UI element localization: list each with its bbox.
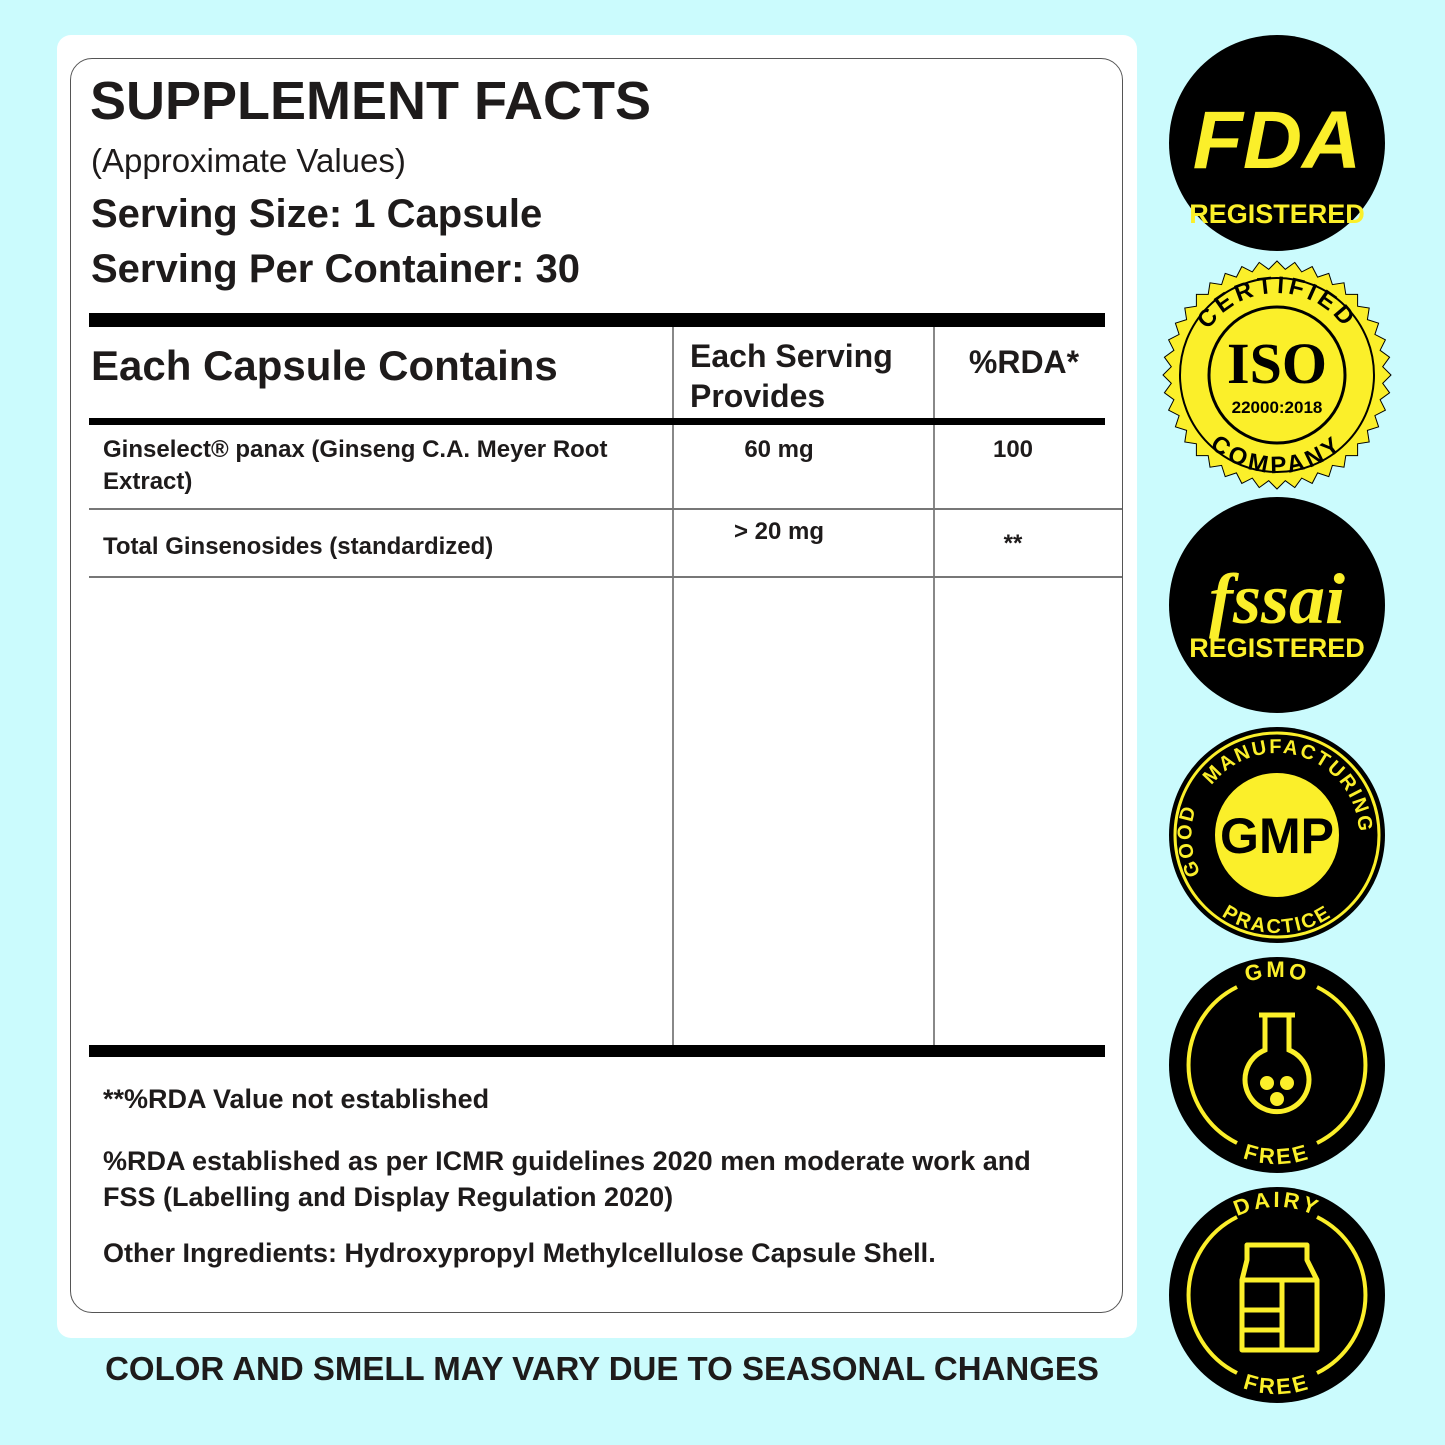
column-line	[933, 327, 935, 1045]
badge-gmo: GMO FREE	[1169, 957, 1385, 1173]
cell: > 20 mg	[733, 518, 825, 545]
note: **%RDA Value not established	[103, 1084, 490, 1114]
badge-caption: REGISTERED	[1189, 633, 1365, 663]
badges: FDA REGISTERED CERTIFIED COMPANY ISO 220…	[1162, 35, 1392, 1403]
badge-logo: GMP	[1220, 808, 1334, 864]
cell: Total Ginsenosides (standardized)	[103, 533, 494, 560]
badge-logo: FDA	[1193, 95, 1362, 186]
rule	[89, 418, 1105, 425]
row-line	[89, 508, 1122, 510]
footer: COLOR AND SMELL MAY VARY DUE TO SEASONAL…	[105, 1350, 1099, 1387]
badge-dairy: DAIRY FREE	[1169, 1187, 1385, 1403]
badge-fda: FDA REGISTERED	[1169, 35, 1385, 251]
column-header: Each Capsule Contains	[91, 342, 558, 389]
column-line	[672, 327, 674, 1045]
label-box	[70, 58, 1123, 1313]
note: Other Ingredients: Hydroxypropyl Methylc…	[103, 1238, 936, 1268]
column-header: Each Serving Provides	[690, 338, 893, 414]
title: SUPPLEMENT FACTS	[90, 71, 652, 131]
badge-caption: REGISTERED	[1189, 199, 1365, 229]
serving-size: Serving Size: 1 Capsule	[91, 192, 543, 236]
cell: 100	[992, 436, 1034, 463]
badge-gmp: MANUFACTURING PRACTICE GOOD GMP	[1169, 727, 1385, 943]
subtitle: (Approximate Values)	[91, 142, 406, 179]
servings-per-container: Serving Per Container: 30	[91, 247, 581, 291]
badge-fssai: fssai REGISTERED	[1169, 497, 1385, 713]
rule	[89, 313, 1105, 327]
row-line	[89, 576, 1122, 578]
svg-text:GMO: GMO	[1242, 957, 1312, 987]
column-header: %RDA*	[968, 344, 1080, 380]
note: %RDA established as per ICMR guidelines …	[103, 1146, 1031, 1212]
badge-caption: 22000:2018	[1232, 398, 1323, 417]
badge-logo: fssai	[1209, 559, 1345, 639]
rule	[89, 1045, 1105, 1057]
panel	[57, 35, 1137, 1338]
badge-iso: CERTIFIED COMPANY ISO 22000:2018	[1162, 260, 1392, 490]
badge-logo: ISO	[1227, 331, 1327, 396]
cell: 60 mg	[744, 436, 814, 463]
badge-arc-text: GMO	[1242, 957, 1309, 987]
cell: **	[1003, 530, 1023, 557]
cell: Ginselect® panax (Ginseng C.A. Meyer Roo…	[103, 436, 608, 495]
